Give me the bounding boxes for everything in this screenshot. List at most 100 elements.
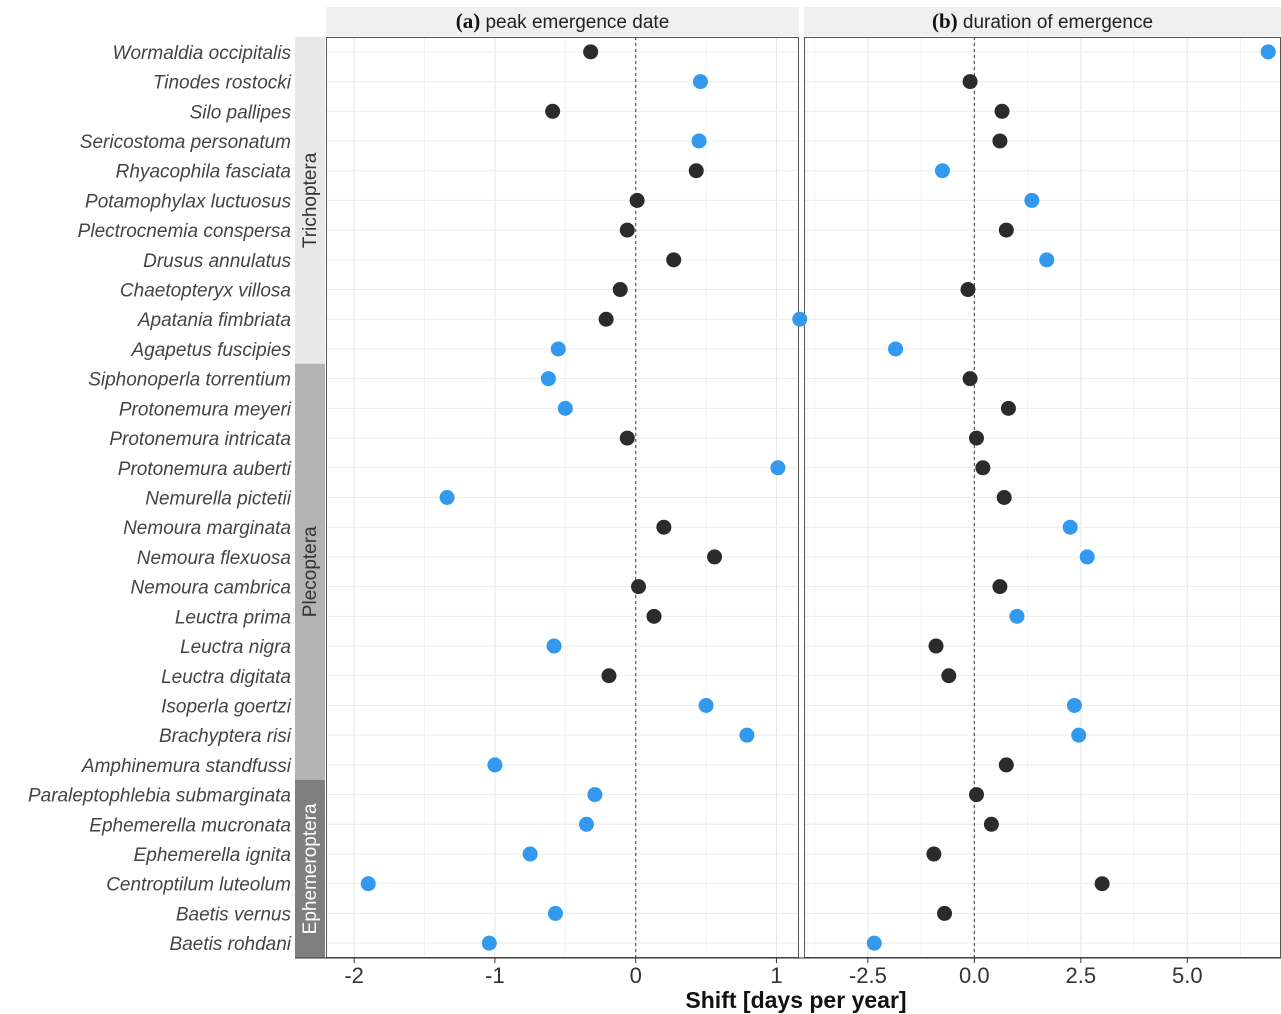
data-point-isoperla-goertzi (1066, 697, 1082, 713)
data-point-protonemura-auberti (770, 460, 786, 476)
data-point-silo-pallipes (994, 103, 1010, 119)
data-point-ephemerella-mucronata (578, 816, 594, 832)
species-label: Nemoura flexuosa (137, 548, 291, 569)
species-label: Sericostoma personatum (80, 132, 291, 153)
species-label: Silo pallipes (190, 102, 292, 123)
data-point-baetis-rohdani (866, 935, 882, 951)
data-point-brachyptera-risi (739, 727, 755, 743)
data-point-paraleptophlebia-submarginata (587, 787, 603, 803)
species-label: Protonemura intricata (109, 429, 291, 450)
data-point-nemoura-marginata (1062, 519, 1078, 535)
panel-duration-of-emergence-title-text: duration of emergence (963, 12, 1153, 33)
x-tick-label: -2 (344, 963, 364, 988)
data-point-protonemura-intricata (968, 430, 984, 446)
data-point-sericostoma-personatum (992, 133, 1008, 149)
species-label: Drusus annulatus (143, 251, 291, 272)
data-point-ephemerella-mucronata (983, 816, 999, 832)
data-point-agapetus-fuscipies (550, 341, 566, 357)
data-point-protonemura-meyeri (557, 400, 573, 416)
data-point-centroptilum-luteolum (1094, 876, 1110, 892)
data-point-baetis-rohdani (481, 935, 497, 951)
data-point-apatania-fimbriata (792, 311, 808, 327)
species-label: Baetis rohdani (170, 934, 292, 955)
x-tick-label: 0.0 (959, 963, 990, 988)
species-label: Agapetus fuscipies (131, 340, 292, 361)
data-point-leuctra-prima (646, 608, 662, 624)
species-label: Leuctra nigra (180, 637, 291, 658)
data-point-wormaldia-occipitalis (1260, 44, 1276, 60)
species-label: Ephemerella ignita (134, 845, 291, 866)
species-label: Paraleptophlebia submarginata (28, 786, 291, 807)
species-label: Leuctra digitata (161, 667, 291, 688)
order-label-plecoptera: Plecoptera (300, 526, 321, 617)
data-point-ephemerella-ignita (522, 846, 538, 862)
data-point-leuctra-digitata (601, 668, 617, 684)
data-point-nemurella-pictetii (439, 490, 455, 505)
species-label: Baetis vernus (176, 904, 292, 925)
x-tick-label: 1 (770, 963, 782, 988)
species-label: Rhyacophila fasciata (116, 162, 291, 183)
species-label: Nemoura marginata (123, 518, 291, 539)
data-point-baetis-vernus (547, 905, 563, 921)
data-point-amphinemura-standfussi (487, 757, 503, 773)
species-label: Apatania fimbriata (137, 310, 291, 331)
data-point-protonemura-intricata (619, 430, 635, 446)
data-point-baetis-vernus (937, 905, 953, 921)
data-point-brachyptera-risi (1071, 727, 1087, 743)
panel-duration-of-emergence-tag: (b) (932, 9, 963, 33)
species-label: Amphinemura standfussi (81, 756, 292, 777)
data-point-apatania-fimbriata (598, 311, 614, 327)
species-label: Chaetopteryx villosa (120, 281, 291, 302)
data-point-isoperla-goertzi (698, 697, 714, 713)
data-point-drusus-annulatus (666, 252, 682, 268)
data-point-nemoura-marginata (656, 519, 672, 535)
species-label: Protonemura meyeri (119, 399, 292, 420)
data-point-ephemerella-ignita (926, 846, 942, 862)
data-point-nemoura-flexuosa (1079, 549, 1095, 565)
data-point-chaetopteryx-villosa (960, 282, 976, 298)
data-point-siphonoperla-torrentium (962, 371, 978, 387)
panel-duration-of-emergence-title: (b) duration of emergence (932, 9, 1153, 33)
species-label: Ephemerella mucronata (89, 815, 291, 836)
panel-duration-of-emergence-strip (804, 7, 1281, 36)
data-point-silo-pallipes (545, 103, 561, 119)
data-point-plectrocnemia-conspersa (998, 222, 1014, 238)
species-label: Isoperla goertzi (161, 696, 292, 717)
data-point-leuctra-nigra (928, 638, 944, 654)
panel-peak-emergence-date-title-text: peak emergence date (485, 12, 669, 33)
species-label: Nemoura cambrica (131, 578, 292, 599)
order-label-trichoptera: Trichoptera (300, 152, 321, 248)
data-point-leuctra-nigra (546, 638, 562, 654)
data-point-nemoura-flexuosa (707, 549, 723, 565)
data-point-rhyacophila-fasciata (934, 163, 950, 179)
species-label: Brachyptera risi (159, 726, 292, 747)
data-point-nemurella-pictetii (996, 490, 1012, 505)
panel-peak-emergence-date-tag: (a) (456, 9, 486, 33)
data-point-protonemura-auberti (975, 460, 991, 476)
x-tick-label: -1 (485, 963, 505, 988)
data-point-nemoura-cambrica (992, 579, 1008, 595)
species-label: Wormaldia occipitalis (113, 43, 292, 64)
data-point-drusus-annulatus (1039, 252, 1055, 268)
species-label: Protonemura auberti (118, 459, 292, 480)
data-point-leuctra-prima (1009, 608, 1025, 624)
data-point-sericostoma-personatum (691, 133, 707, 149)
data-point-potamophylax-luctuosus (1024, 192, 1040, 208)
order-band-plecoptera (295, 363, 325, 780)
data-point-nemoura-cambrica (631, 579, 647, 595)
x-tick-label: -2.5 (849, 963, 887, 988)
data-point-paraleptophlebia-submarginata (968, 787, 984, 803)
data-point-leuctra-digitata (941, 668, 957, 684)
species-label: Siphonoperla torrentium (88, 370, 291, 391)
species-label: Centroptilum luteolum (106, 875, 291, 896)
x-tick-label: 0 (630, 963, 642, 988)
order-band-trichoptera (295, 37, 325, 364)
data-point-potamophylax-luctuosus (629, 192, 645, 208)
data-point-wormaldia-occipitalis (583, 44, 599, 60)
x-tick-label: 2.5 (1066, 963, 1097, 988)
data-point-protonemura-meyeri (1000, 400, 1016, 416)
data-point-centroptilum-luteolum (360, 876, 376, 892)
species-label: Nemurella pictetii (145, 489, 291, 510)
